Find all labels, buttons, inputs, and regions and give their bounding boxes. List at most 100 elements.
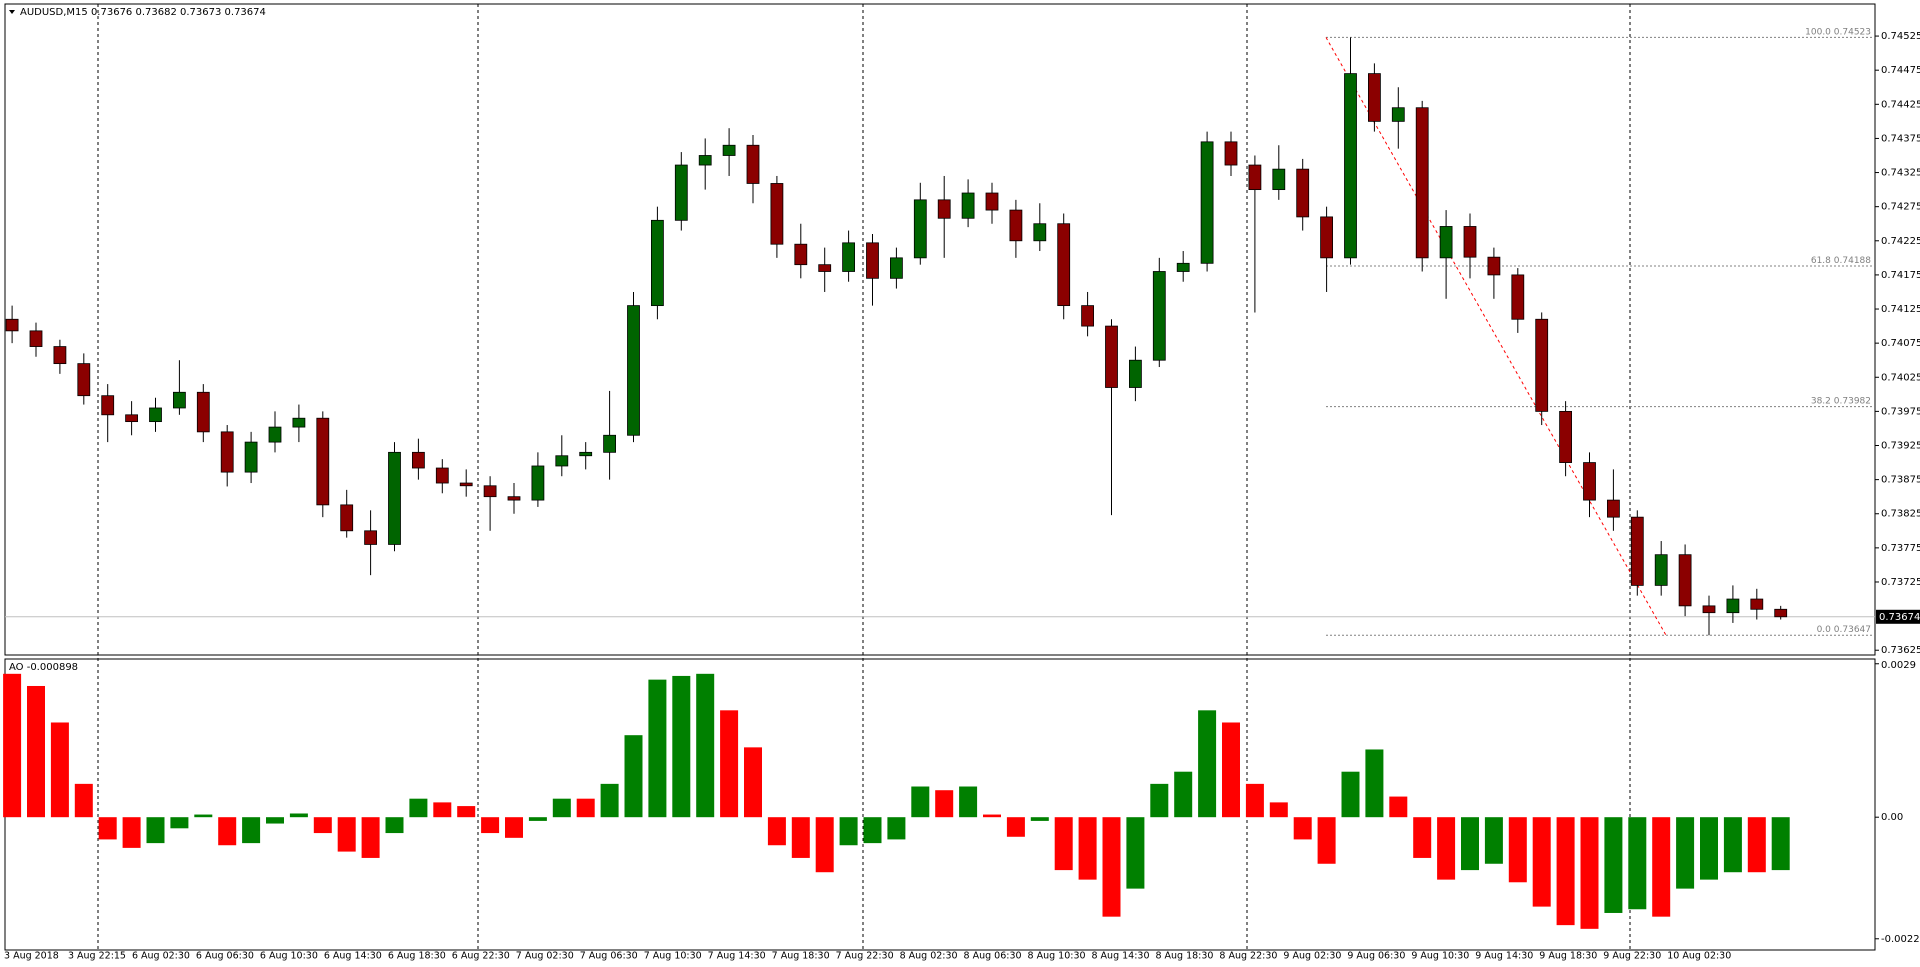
ao-bar bbox=[528, 817, 547, 821]
ao-bar bbox=[911, 786, 930, 818]
y-tick-label: 0.74375 bbox=[1881, 133, 1920, 144]
ao-bar bbox=[481, 817, 500, 834]
ao-bar bbox=[576, 798, 595, 818]
ao-bar bbox=[1437, 817, 1456, 880]
candle-body bbox=[507, 496, 521, 501]
y-tick-label: 0.00 bbox=[1881, 812, 1903, 823]
y-tick-label: 0.74325 bbox=[1881, 168, 1920, 179]
ao-bar bbox=[1461, 817, 1479, 871]
candle-body bbox=[1559, 410, 1572, 463]
fib-level-name: 100.0 bbox=[1805, 27, 1831, 37]
y-tick-label: 0.74125 bbox=[1881, 304, 1920, 315]
ao-bar bbox=[720, 710, 739, 818]
x-tick-label: 8 Aug 18:30 bbox=[1155, 951, 1213, 962]
candle-body bbox=[1511, 274, 1525, 320]
ao-bar bbox=[863, 817, 882, 844]
x-tick-label: 9 Aug 06:30 bbox=[1347, 951, 1405, 962]
ao-bar bbox=[361, 817, 380, 858]
ao-bar bbox=[1604, 817, 1623, 913]
candle-body bbox=[388, 451, 401, 545]
candle-body bbox=[579, 451, 593, 457]
y-tick-label: -0.002298 bbox=[1881, 934, 1920, 945]
candle-body bbox=[603, 434, 616, 453]
y-tick-label: 0.73975 bbox=[1881, 406, 1920, 417]
candle-body bbox=[77, 363, 91, 397]
candle-body bbox=[555, 455, 569, 467]
x-tick-label: 6 Aug 14:30 bbox=[324, 951, 382, 962]
candle-body bbox=[29, 330, 43, 347]
ao-bar bbox=[1006, 817, 1025, 837]
x-tick-label: 9 Aug 10:30 bbox=[1411, 951, 1469, 962]
candle-body bbox=[985, 192, 999, 211]
ao-bar bbox=[98, 817, 117, 840]
y-tick-label: 0.74075 bbox=[1881, 338, 1920, 349]
fib-label: 38.2 0.73982 bbox=[1811, 396, 1871, 406]
candle-body bbox=[1726, 598, 1740, 614]
y-tick-label: 0.74475 bbox=[1881, 65, 1920, 76]
current-price-box bbox=[1876, 609, 1920, 624]
ao-bar bbox=[791, 817, 810, 858]
candle-body bbox=[1200, 141, 1214, 264]
x-tick-label: 7 Aug 14:30 bbox=[708, 951, 766, 962]
candle-body bbox=[101, 395, 115, 416]
ao-bar bbox=[1484, 817, 1503, 864]
ao-bar bbox=[1771, 817, 1790, 871]
ao-bar bbox=[1054, 817, 1073, 871]
x-tick-label: 6 Aug 06:30 bbox=[196, 951, 254, 962]
chart-title: AUDUSD,M15 0.73676 0.73682 0.73673 0.736… bbox=[20, 7, 266, 18]
ao-bar bbox=[815, 817, 834, 873]
ao-bar bbox=[1341, 771, 1360, 818]
y-tick-label: 0.74425 bbox=[1881, 99, 1920, 110]
candle-body bbox=[913, 199, 927, 259]
x-tick-label: 6 Aug 02:30 bbox=[132, 951, 190, 962]
main-pane bbox=[4, 3, 1876, 656]
candle-body bbox=[1702, 605, 1716, 614]
candle-body bbox=[794, 243, 808, 266]
ao-bar bbox=[313, 817, 332, 834]
candle-body bbox=[1607, 499, 1620, 518]
ao-bar bbox=[696, 673, 715, 818]
ao-bar bbox=[1556, 817, 1575, 926]
candle-body bbox=[244, 441, 258, 473]
ao-bar bbox=[1532, 817, 1551, 907]
candle-body bbox=[818, 264, 832, 272]
ao-bar bbox=[1222, 722, 1240, 818]
ao-bar bbox=[1413, 817, 1432, 858]
candle-body bbox=[1248, 164, 1262, 191]
candle-body bbox=[890, 257, 903, 279]
x-tick-label: 7 Aug 06:30 bbox=[580, 951, 638, 962]
current-price-label: 0.73674 bbox=[1879, 612, 1920, 623]
x-tick-label: 9 Aug 02:30 bbox=[1283, 951, 1341, 962]
candle-body bbox=[1320, 216, 1333, 259]
ao-bar bbox=[648, 679, 667, 818]
ao-bar bbox=[1102, 817, 1121, 917]
fib-level-value: 0.73647 bbox=[1834, 625, 1871, 635]
ao-bar bbox=[935, 790, 954, 818]
candle-body bbox=[1368, 73, 1381, 122]
ao-bar bbox=[1365, 749, 1384, 818]
candle-body bbox=[1081, 305, 1094, 327]
y-tick-label: 0.73625 bbox=[1881, 645, 1920, 656]
candle-body bbox=[1057, 223, 1071, 307]
candle-body bbox=[698, 155, 712, 166]
candle-body bbox=[1344, 73, 1357, 259]
candle-body bbox=[340, 504, 354, 532]
candle-body bbox=[866, 242, 879, 279]
x-tick-label: 6 Aug 22:30 bbox=[452, 951, 510, 962]
y-tick-label: 0.73925 bbox=[1881, 441, 1920, 452]
candle-body bbox=[1224, 141, 1238, 166]
fib-level-name: 0.0 bbox=[1817, 625, 1832, 635]
candle-body bbox=[1487, 256, 1501, 276]
x-tick-label: 10 Aug 02:30 bbox=[1667, 951, 1731, 962]
ao-bar bbox=[1078, 817, 1097, 880]
ao-bar bbox=[50, 722, 69, 818]
ao-bar bbox=[1174, 771, 1193, 818]
candle-body bbox=[483, 485, 497, 498]
ao-bar bbox=[27, 685, 45, 818]
ao-bar bbox=[1198, 710, 1217, 818]
candle-body bbox=[459, 482, 473, 487]
menu-arrow[interactable] bbox=[9, 10, 15, 14]
x-tick-label: 3 Aug 2018 bbox=[4, 951, 59, 962]
